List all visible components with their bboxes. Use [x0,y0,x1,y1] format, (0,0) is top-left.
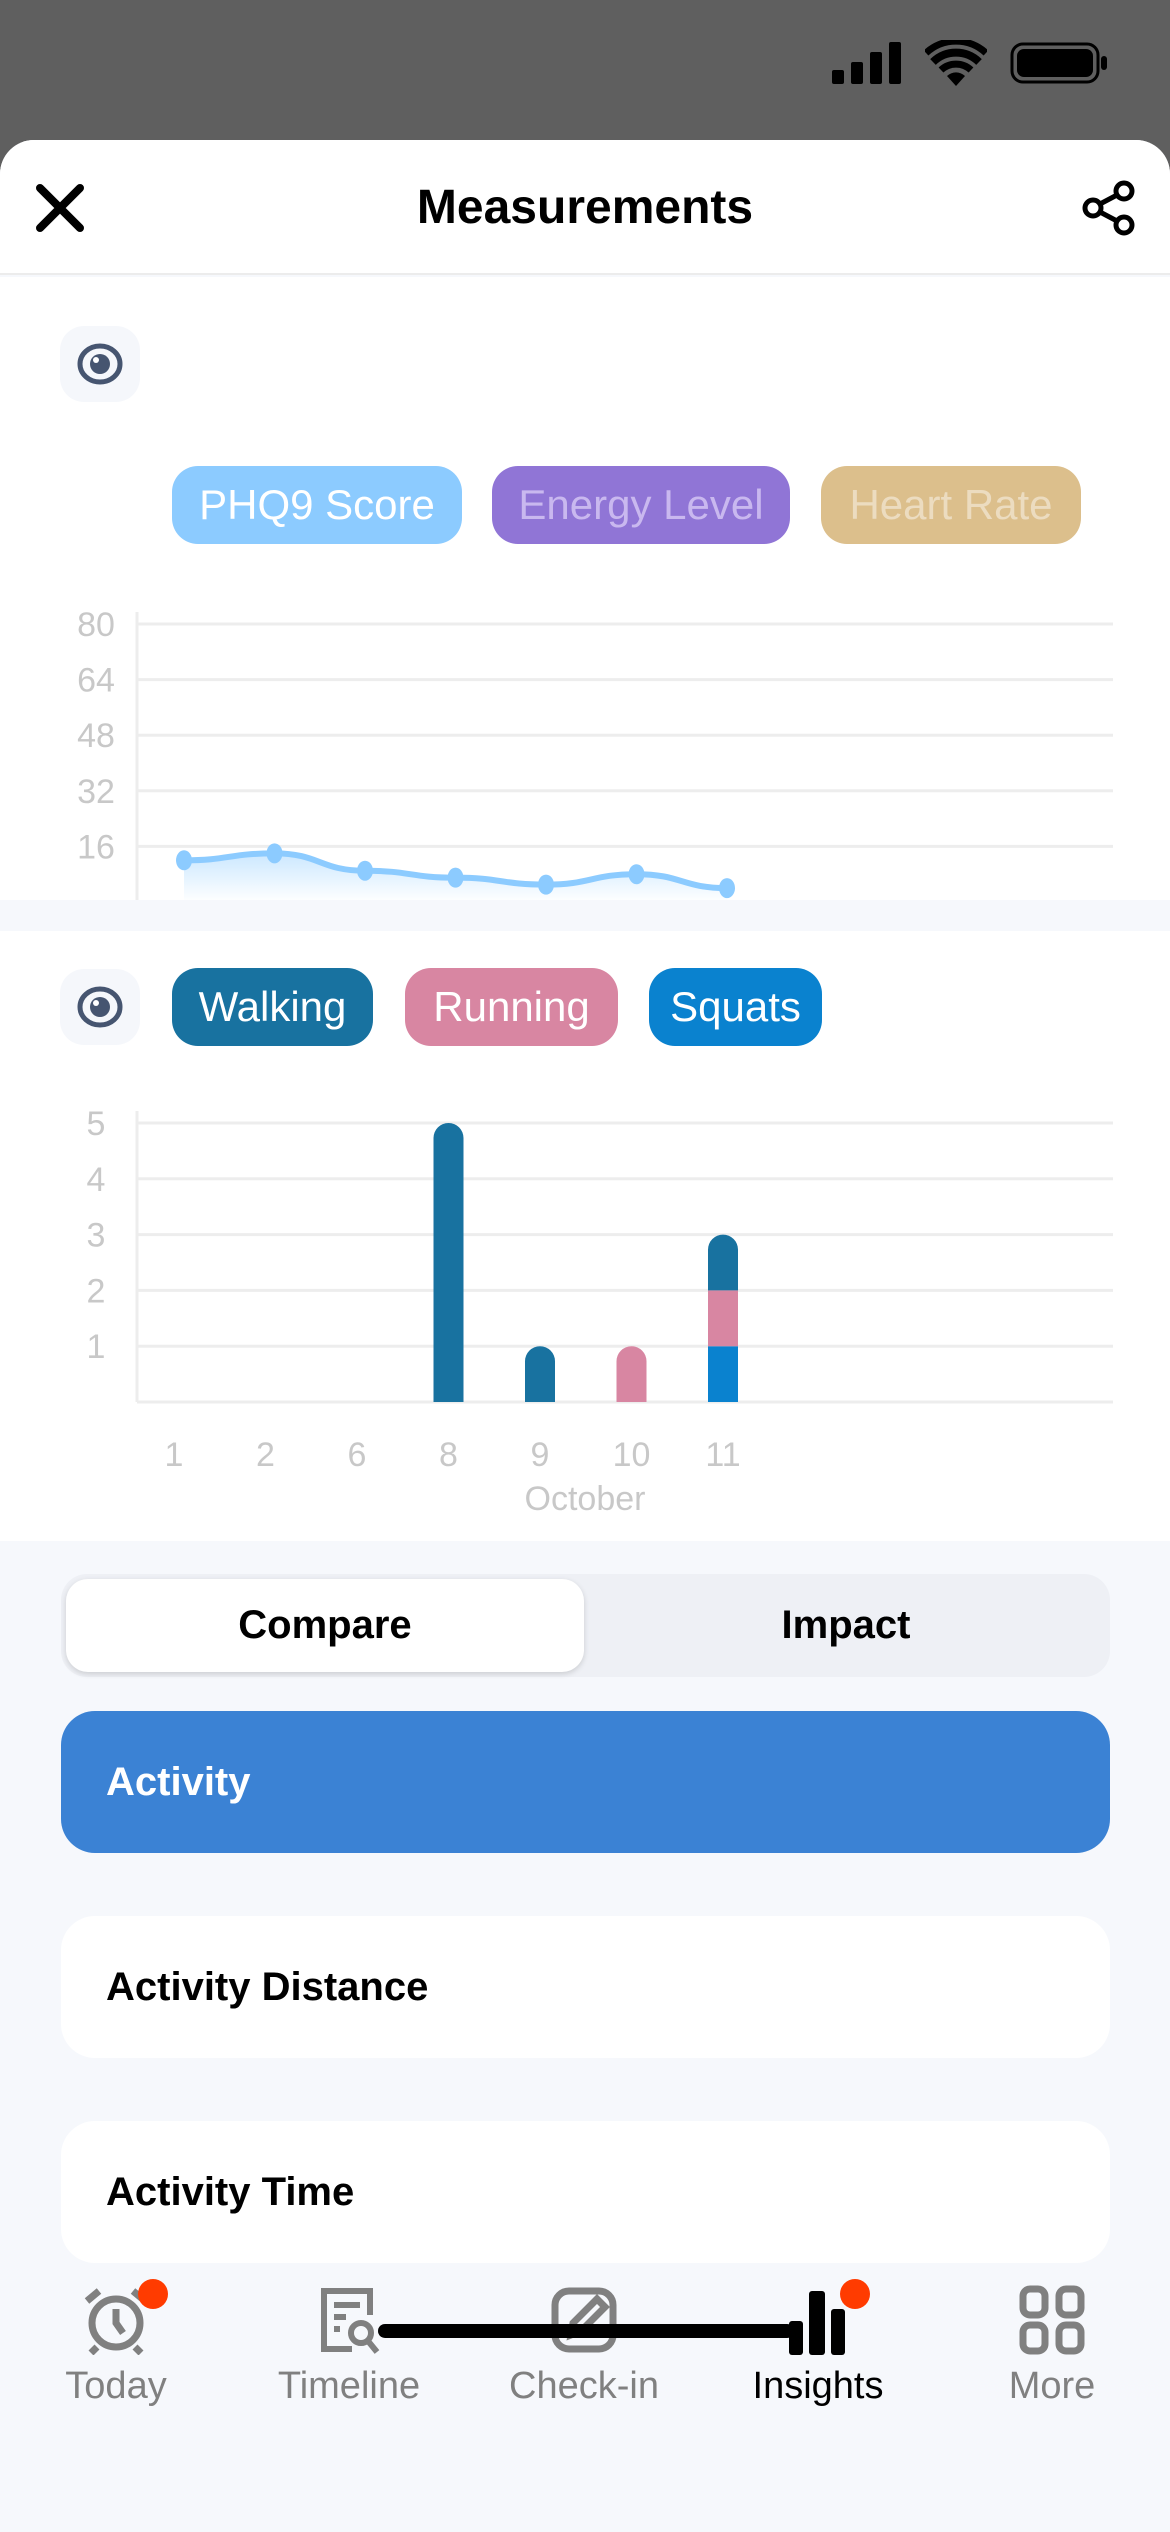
tab-label: Insights [752,2365,884,2407]
x-tick-label: 10 [613,1436,651,1474]
tab-timeline[interactable]: Timeline [249,2285,449,2408]
x-axis-title: October [525,1480,646,1518]
y-tick-label: 4 [87,1161,106,1199]
tab-more[interactable]: More [952,2285,1152,2408]
measurements-chart-section: PHQ9 Score Energy Level Heart Rate 16 32 4… [0,277,1170,900]
data-point [447,867,464,888]
bar-running [708,1290,738,1347]
tab-label: Timeline [277,2365,421,2407]
data-point [719,878,735,899]
share-icon[interactable] [1080,180,1140,236]
bar-walking [433,1123,464,1402]
grid-icon [1019,2285,1085,2355]
bar-chart: 1 2 3 4 5 1 2 6 8 9 10 11 October [87,1105,1113,1518]
chip-walking[interactable]: Walking [172,968,373,1046]
page-title: Measurements [416,181,754,234]
bar-squats [708,1346,738,1402]
x-tick-label: 9 [531,1436,550,1474]
data-point [538,874,554,895]
bar-walking [525,1346,555,1402]
notification-badge [138,2279,168,2309]
x-tick-label: 2 [256,1436,275,1474]
y-tick-label: 5 [87,1105,106,1143]
data-point [266,843,283,864]
y-tick-label: 48 [77,717,115,755]
tab-today[interactable]: Today [16,2279,216,2408]
tab-label: More [1008,2365,1096,2407]
list-item-activity-time[interactable]: Activity Time [61,2121,1110,2263]
timeline-search-icon [321,2288,380,2354]
home-indicator [378,2324,794,2338]
visibility-toggle[interactable] [60,969,140,1045]
chip-heart-rate[interactable]: Heart Rate [821,466,1081,544]
edit-icon [551,2287,617,2353]
list-item-activity[interactable]: Activity [61,1711,1110,1853]
measurements-sheet: Measurements PHQ9 Score Energy Level Hea… [0,140,1170,2532]
tab-compare[interactable]: Compare [66,1579,584,1672]
x-tick-label: 8 [439,1436,458,1474]
compare-impact-segmented-control: Compare Impact [61,1574,1110,1677]
y-tick-label: 1 [87,1328,106,1366]
close-icon[interactable] [34,182,86,234]
list-item-activity-distance[interactable]: Activity Distance [61,1916,1110,2058]
x-tick-label: 6 [348,1436,367,1474]
wifi-icon [925,40,987,86]
tab-check-in[interactable]: Check-in [484,2285,684,2408]
y-tick-label: 64 [77,662,115,700]
tab-insights[interactable]: Insights [718,2279,918,2408]
insights-chart-icon [789,2291,845,2355]
battery-icon [1010,42,1107,84]
tab-impact[interactable]: Impact [781,1603,911,1647]
data-point [357,860,373,881]
chip-energy-level[interactable]: Energy Level [492,466,790,544]
tab-label: Check-in [509,2365,659,2407]
tab-label: Today [65,2365,167,2407]
visibility-toggle[interactable] [60,326,140,402]
chip-phq9-score[interactable]: PHQ9 Score [172,466,462,544]
chip-squats[interactable]: Squats [649,968,822,1046]
eye-icon [77,986,123,1028]
eye-icon [77,343,123,385]
bar-running [616,1346,647,1402]
status-bar [830,38,1120,88]
x-tick-label: 1 [165,1436,184,1474]
line-chart: 1632486480126891011October [77,606,1113,900]
chip-running[interactable]: Running [405,968,618,1046]
header: Measurements [0,140,1170,275]
signal-icon [832,42,901,84]
y-tick-label: 80 [77,606,115,644]
y-tick-label: 2 [87,1272,106,1310]
bar-walking [708,1234,738,1291]
y-tick-label: 16 [77,828,115,866]
y-tick-label: 3 [87,1217,106,1255]
data-point [628,864,645,885]
data-point [176,850,192,871]
notification-badge [840,2279,870,2309]
x-tick-label: 11 [705,1436,740,1474]
activity-chart-section: Walking Running Squats 1 2 3 4 5 1 2 6 8 9 10 11 Oct… [0,931,1170,1541]
y-tick-label: 32 [77,773,115,811]
